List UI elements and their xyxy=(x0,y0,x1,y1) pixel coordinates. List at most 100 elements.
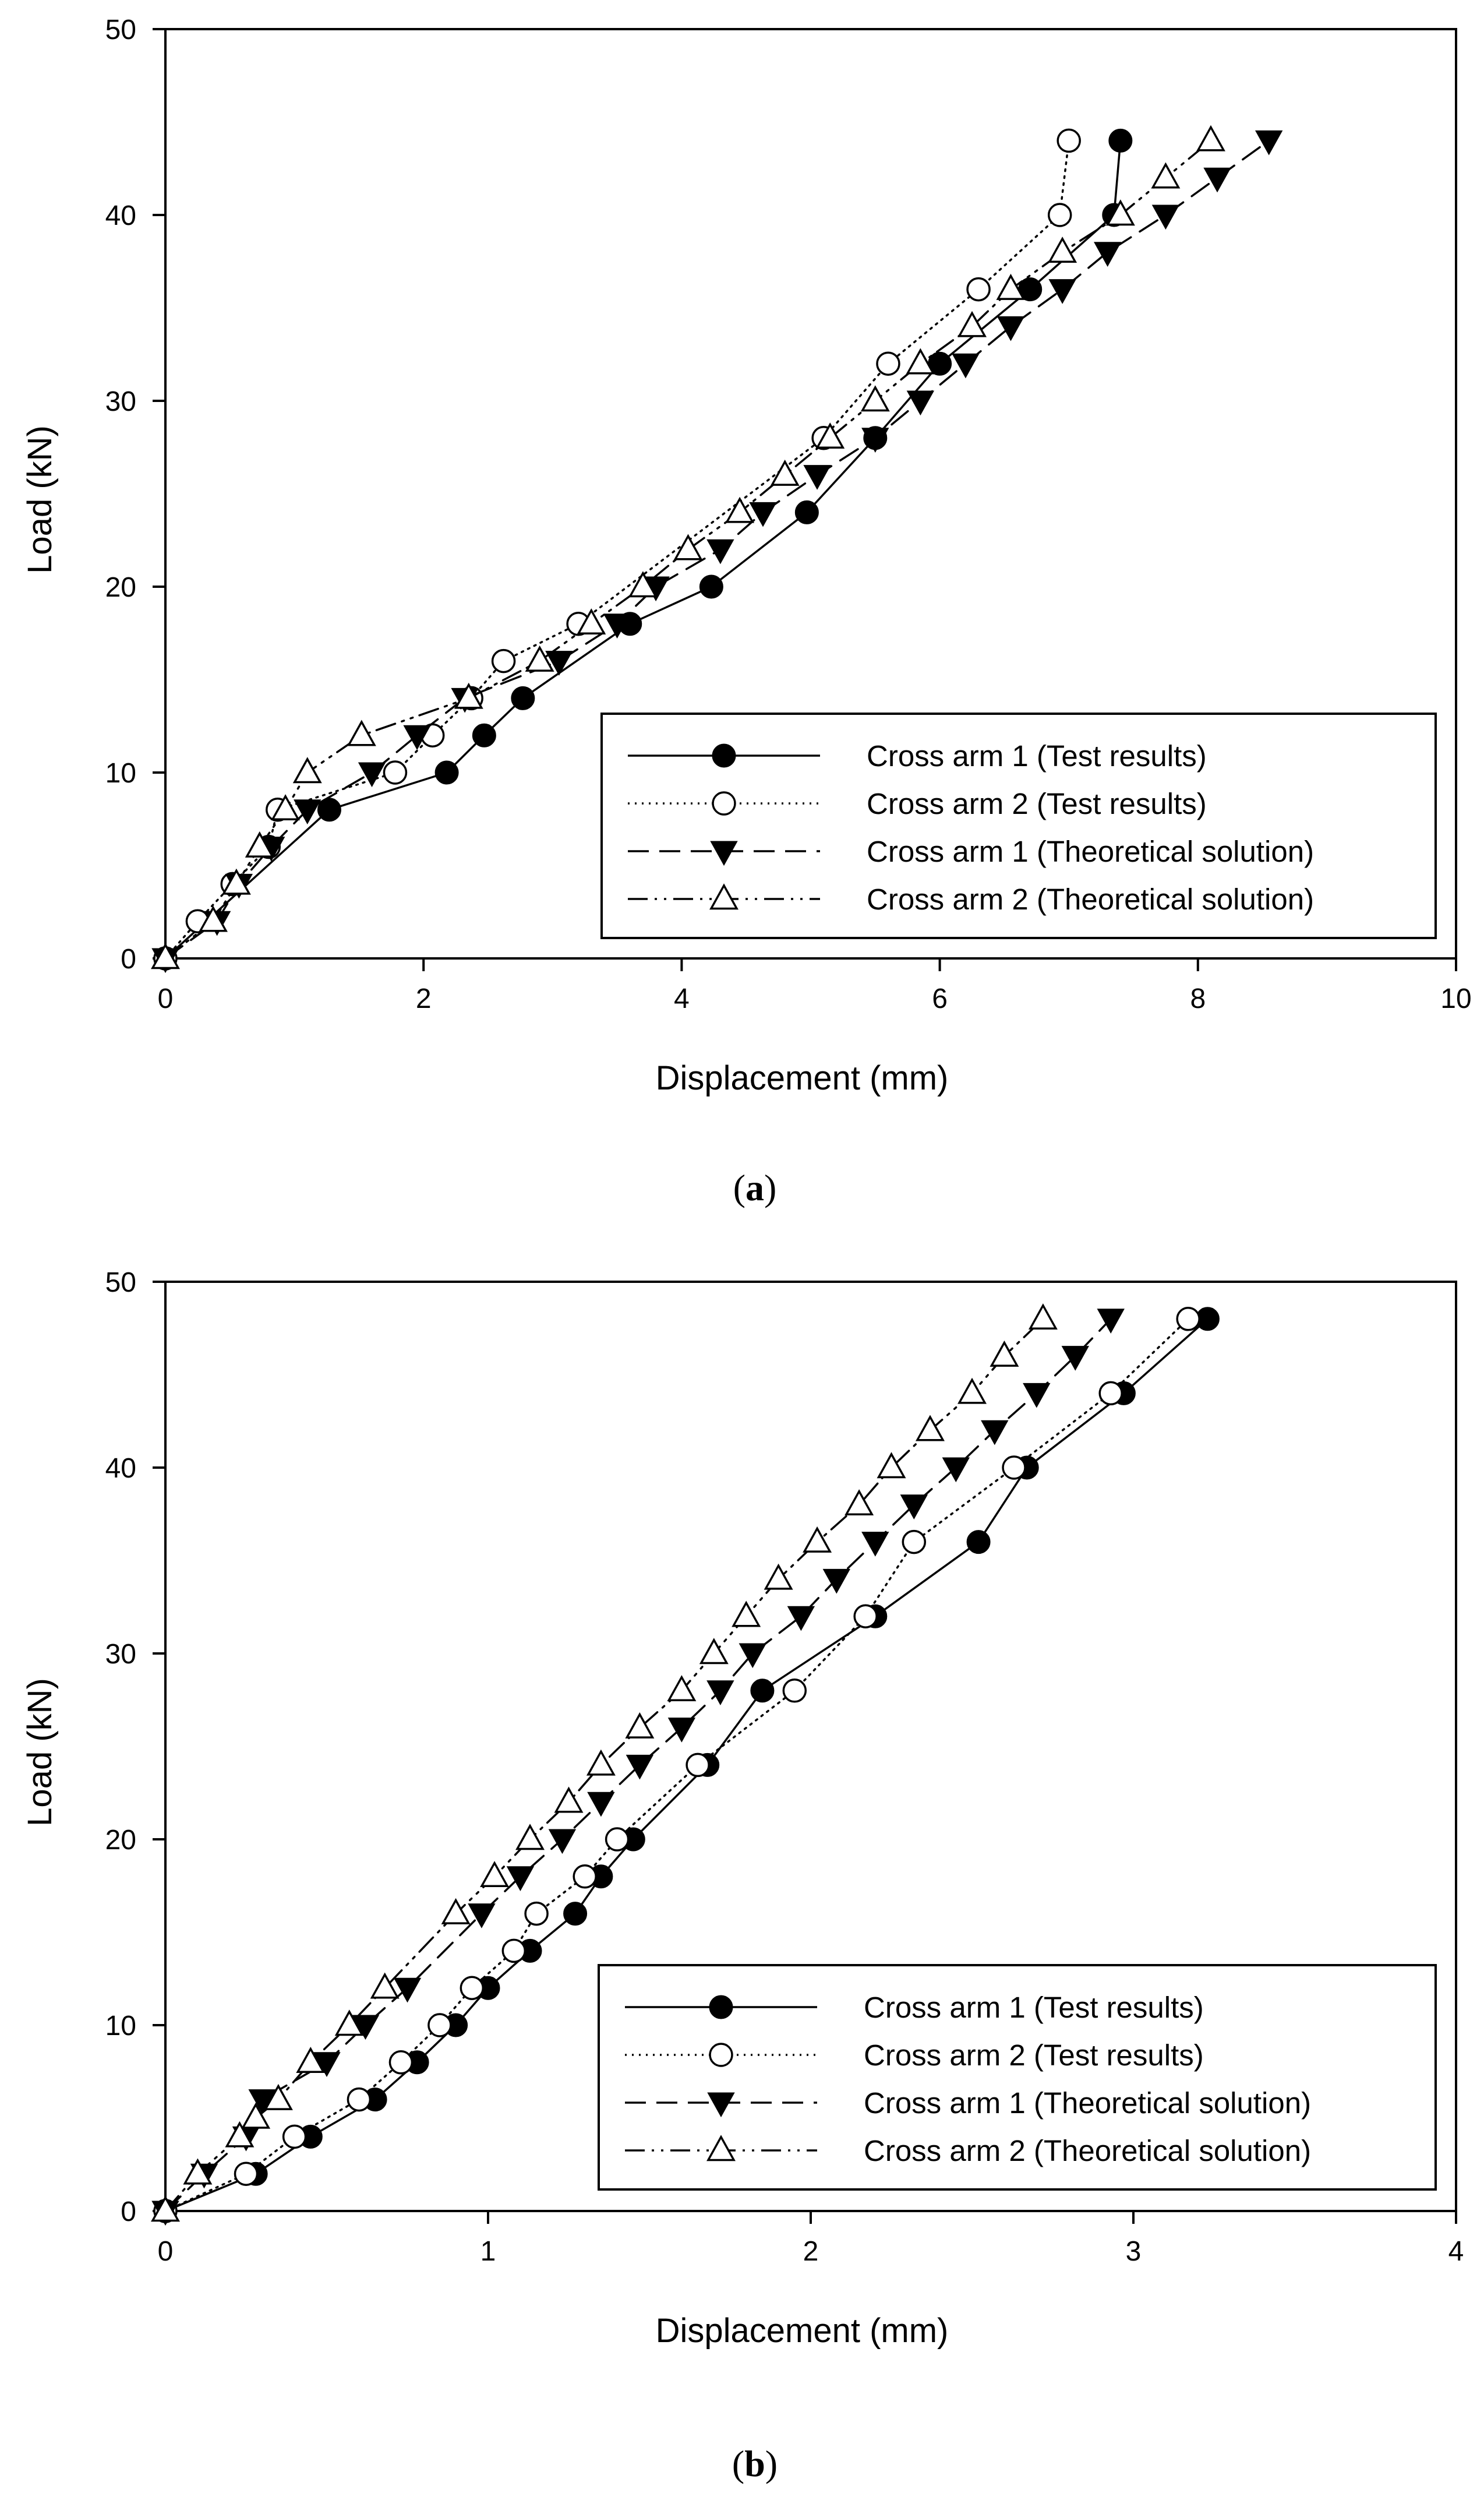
data-point xyxy=(706,1680,734,1705)
data-point xyxy=(511,686,535,710)
plot-area-frame xyxy=(164,28,1457,960)
data-point xyxy=(454,682,483,709)
data-point xyxy=(861,1532,889,1557)
y-tick-label: 10 xyxy=(105,2011,136,2041)
data-point xyxy=(1057,128,1081,153)
data-point xyxy=(577,608,606,635)
legend-label: Cross arm 1 (Test results) xyxy=(864,1991,1204,2024)
data-point xyxy=(403,725,431,750)
data-point xyxy=(1203,167,1231,193)
legend-label: Cross arm 2 (Test results) xyxy=(864,2039,1204,2072)
legend-label: Cross arm 2 (Theoretical solution) xyxy=(864,2134,1311,2167)
data-point xyxy=(586,1749,616,1776)
data-point xyxy=(351,2015,380,2040)
y-axis-title: Load (kN) xyxy=(21,1678,59,1826)
legend-marker xyxy=(709,883,739,910)
data-point xyxy=(876,351,900,376)
y-tick-label: 10 xyxy=(105,758,136,789)
data-point xyxy=(313,2052,341,2077)
series-3 xyxy=(151,130,1283,974)
data-point xyxy=(317,798,341,822)
x-tick-label: 10 xyxy=(1440,983,1471,1014)
x-axis-title: Displacement (mm) xyxy=(656,2312,949,2350)
data-point xyxy=(296,2047,326,2074)
data-point xyxy=(803,1526,832,1553)
legend-marker xyxy=(712,791,736,816)
data-point xyxy=(1151,162,1181,189)
data-point xyxy=(525,645,554,672)
data-point xyxy=(234,2161,259,2186)
data-point xyxy=(524,1901,549,1926)
data-point xyxy=(292,757,322,784)
x-tick-label: 0 xyxy=(158,983,174,1014)
legend-label: Cross arm 1 (Test results) xyxy=(867,739,1207,773)
series-3 xyxy=(151,1309,1125,2226)
data-point xyxy=(347,720,376,746)
data-point xyxy=(427,2013,452,2037)
x-tick-label: 0 xyxy=(158,2236,174,2267)
data-point xyxy=(900,1494,928,1519)
data-point xyxy=(725,496,755,523)
legend-marker xyxy=(712,743,736,768)
data-point xyxy=(434,760,459,785)
data-point xyxy=(370,1972,400,1999)
data-point xyxy=(347,2087,372,2112)
data-point xyxy=(1048,237,1077,263)
caption-letter: b xyxy=(744,2443,765,2484)
data-point xyxy=(248,2089,276,2114)
chart-panel-a: 0 2 4 6 8 10 0 10 20 30 40 50 Displacement (mm) Load … xyxy=(21,15,1472,1208)
data-point xyxy=(957,1377,987,1404)
x-tick-label: 1 xyxy=(480,2236,496,2267)
data-point xyxy=(853,1604,878,1628)
data-point xyxy=(628,571,658,598)
data-point xyxy=(491,648,516,674)
data-point xyxy=(906,390,935,416)
legend: Cross arm 1 (Test results) Cross arm 2 (T… xyxy=(600,713,1437,939)
legend-label: Cross arm 1 (Theoretical solution) xyxy=(864,2086,1311,2120)
y-tick-label: 0 xyxy=(121,944,136,975)
series-4 xyxy=(151,125,1225,969)
data-point xyxy=(548,1829,577,1854)
data-point xyxy=(605,1827,630,1852)
y-tick-label: 50 xyxy=(105,1267,136,1298)
data-point xyxy=(245,831,274,858)
data-point xyxy=(1023,1383,1051,1408)
x-tick-label: 4 xyxy=(674,983,690,1014)
y-tick-label: 40 xyxy=(105,1453,136,1484)
data-point xyxy=(626,1754,654,1780)
data-point xyxy=(667,1675,697,1702)
x-tick-label: 6 xyxy=(932,983,948,1014)
data-point xyxy=(1093,242,1122,267)
x-tick-label: 2 xyxy=(803,2236,819,2267)
data-point xyxy=(803,465,831,490)
data-point xyxy=(686,1752,710,1778)
data-point xyxy=(997,316,1025,341)
data-point xyxy=(699,1638,729,1665)
data-point xyxy=(957,311,987,337)
figure-caption: (b) xyxy=(732,2443,778,2484)
data-point xyxy=(699,574,723,599)
data-point xyxy=(241,2102,271,2129)
data-point xyxy=(1176,1307,1200,1331)
data-point xyxy=(271,794,301,821)
data-point xyxy=(501,1938,527,1963)
data-point xyxy=(383,760,408,785)
data-point xyxy=(942,1457,970,1483)
data-point xyxy=(603,613,631,639)
data-point xyxy=(294,799,321,824)
data-point xyxy=(906,348,935,375)
data-point xyxy=(787,1606,815,1631)
data-point xyxy=(393,1977,422,2003)
caption-letter: a xyxy=(745,1167,764,1208)
data-point xyxy=(625,1712,655,1739)
data-point xyxy=(1151,204,1180,230)
x-axis-title: Displacement (mm) xyxy=(656,1059,949,1097)
x-tick-label: 3 xyxy=(1126,2236,1142,2267)
data-point xyxy=(966,277,991,302)
data-point xyxy=(782,1679,807,1703)
legend-label: Cross arm 2 (Theoretical solution) xyxy=(867,883,1314,916)
data-point xyxy=(554,1786,584,1813)
data-point xyxy=(1061,1346,1089,1371)
legend-box xyxy=(600,713,1437,939)
